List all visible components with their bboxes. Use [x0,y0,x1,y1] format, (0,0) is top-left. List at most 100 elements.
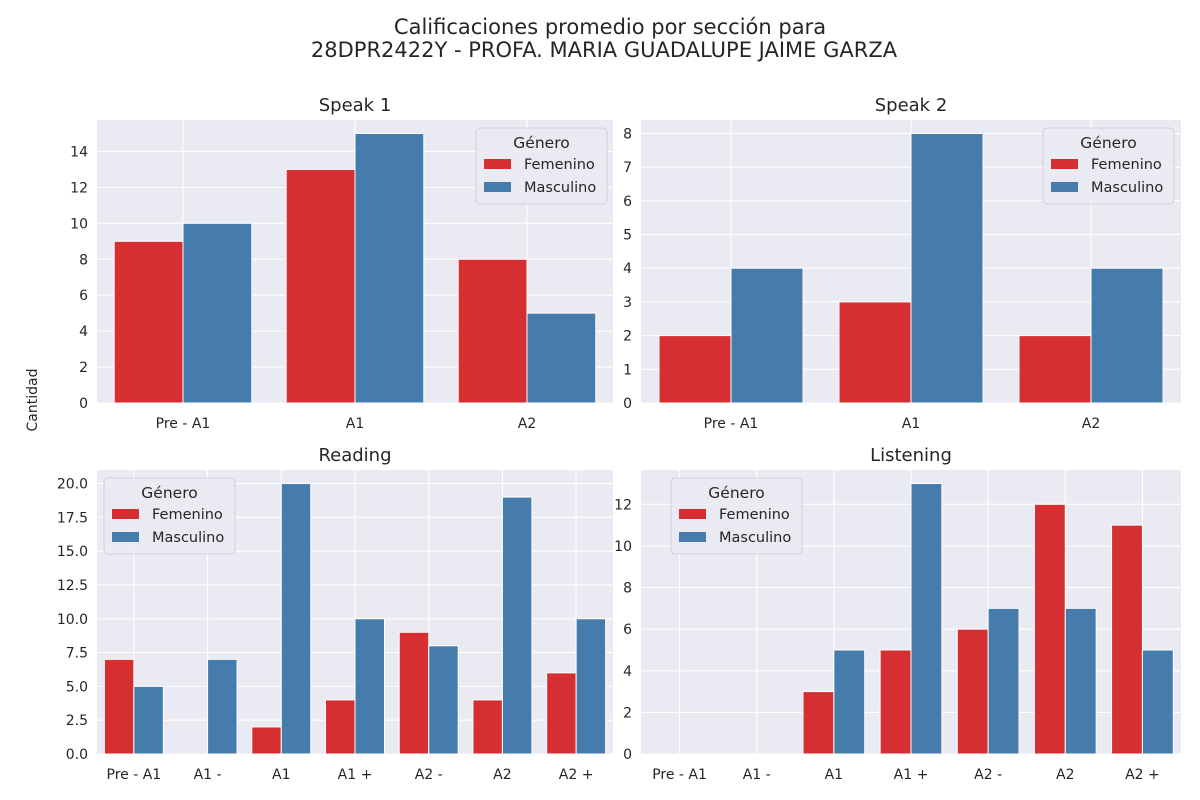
y-tick-label: 3 [623,295,632,311]
legend: Género Femenino Masculino [670,477,803,555]
bar-masculino [910,483,943,755]
bar-masculino [428,645,459,755]
x-tick-label: Pre - A1 [704,416,759,432]
legend-title: Género [708,484,764,502]
y-tick-label: 5.0 [66,679,88,695]
x-tick-label: A1 [825,767,843,783]
y-tick-label: 1 [623,362,632,378]
x-tick-label: A2 - [415,767,443,783]
subplot-3: 0 2 4 6 8 10 12 Pre - A1 A1 - A1 A1 + A2 - A2 A2 + Lis… [614,445,1181,783]
bar-femenino [103,658,135,755]
subplot-title: Speak 1 [319,95,392,116]
legend: Género Femenino Masculino [475,127,608,205]
legend: Género Femenino Masculino [1042,127,1175,205]
bar-femenino [546,672,577,755]
bar-masculino [1141,649,1174,755]
bar-masculino [730,267,804,404]
bar-masculino [833,649,866,755]
bar-masculino [575,618,607,755]
legend-swatch [112,532,139,542]
bar-masculino [910,132,984,404]
y-tick-label: 4 [623,261,632,277]
x-tick-label: A1 [272,767,290,783]
y-tick-label: 4 [79,324,88,340]
legend-swatch [1051,182,1078,192]
legend-label: Masculino [719,530,791,546]
legend-title: Género [141,484,197,502]
legend-label: Masculino [524,180,596,196]
subplot-2: 0.0 2.5 5.0 7.5 10.0 12.5 15.0 17.5 20.0 Pre - A1… [57,445,613,783]
subplot-0: 0 2 4 6 8 10 12 14 Pre - A1 A1 A2 Speak 1 Género Feme… [70,95,613,432]
subplot-1: 0 1 2 3 4 5 6 7 8 Pre - A1 A1 A2 Speak 2 Género Femeni… [623,95,1181,432]
y-tick-label: 2 [623,705,632,721]
bar-femenino [325,699,356,755]
bar-femenino [113,240,184,404]
legend-swatch [484,182,511,192]
bar-masculino [526,312,597,404]
bar-femenino [1111,524,1143,755]
y-tick-label: 8 [623,126,632,142]
y-tick-label: 8 [623,581,632,597]
x-tick-label: A1 [902,416,920,432]
bar-femenino [838,301,912,404]
bar-femenino [802,691,835,755]
y-tick-label: 8 [79,252,88,268]
bar-masculino [354,132,425,404]
bar-masculino [133,685,164,755]
y-tick-label: 20.0 [57,477,88,493]
y-tick-label: 12.5 [57,578,88,594]
y-tick-label: 10 [614,539,632,555]
legend-swatch [679,532,706,542]
bar-femenino [457,258,528,404]
y-tick-label: 5 [623,228,632,244]
bar-masculino [182,222,253,404]
bar-femenino [879,649,912,755]
subplot-title: Reading [318,445,391,466]
x-tick-label: A2 + [559,767,594,783]
y-tick-label: 6 [623,622,632,638]
legend-swatch [679,509,706,519]
legend-label: Femenino [524,157,595,173]
subplot-title: Speak 2 [875,95,948,116]
bar-masculino [1064,607,1097,755]
legend-label: Masculino [1091,180,1163,196]
y-tick-label: 4 [623,664,632,680]
y-tick-label: 14 [70,144,88,160]
x-tick-label: A2 [1082,416,1100,432]
bar-masculino [207,658,238,755]
x-tick-label: A2 [518,416,536,432]
y-tick-label: 0 [623,396,632,412]
x-tick-label: A1 - [194,767,222,783]
x-tick-label: A2 + [1125,767,1160,783]
y-tick-label: 6 [79,288,88,304]
x-tick-label: A2 - [974,767,1002,783]
bar-masculino [1090,267,1164,404]
legend-swatch [1051,159,1078,169]
legend-title: Género [513,134,569,152]
bar-masculino [501,496,533,755]
legend-title: Género [1080,134,1136,152]
bar-femenino [956,628,989,755]
x-tick-label: A2 [493,767,511,783]
y-tick-label: 0 [623,747,632,763]
y-tick-label: 6 [623,194,632,210]
subplot-title: Listening [870,445,952,466]
y-tick-label: 12 [614,497,632,513]
bar-femenino [472,699,503,755]
x-tick-label: A1 + [894,767,929,783]
figure-title-line1: Calificaciones promedio por sección para [394,15,826,39]
y-axis-label: Cantidad [25,369,41,432]
y-tick-label: 10 [70,216,88,232]
legend: Género Femenino Masculino [103,477,236,555]
legend-label: Femenino [1091,157,1162,173]
bar-femenino [1033,503,1066,755]
y-tick-label: 0.0 [66,747,88,763]
figure-title-line2: 28DPR2422Y - PROFA. MARIA GUADALUPE JAIM… [311,38,898,62]
y-tick-label: 0 [79,396,88,412]
bar-masculino [987,607,1020,755]
x-tick-label: A2 [1056,767,1074,783]
y-tick-label: 2 [79,360,88,376]
y-tick-label: 17.5 [57,510,88,526]
